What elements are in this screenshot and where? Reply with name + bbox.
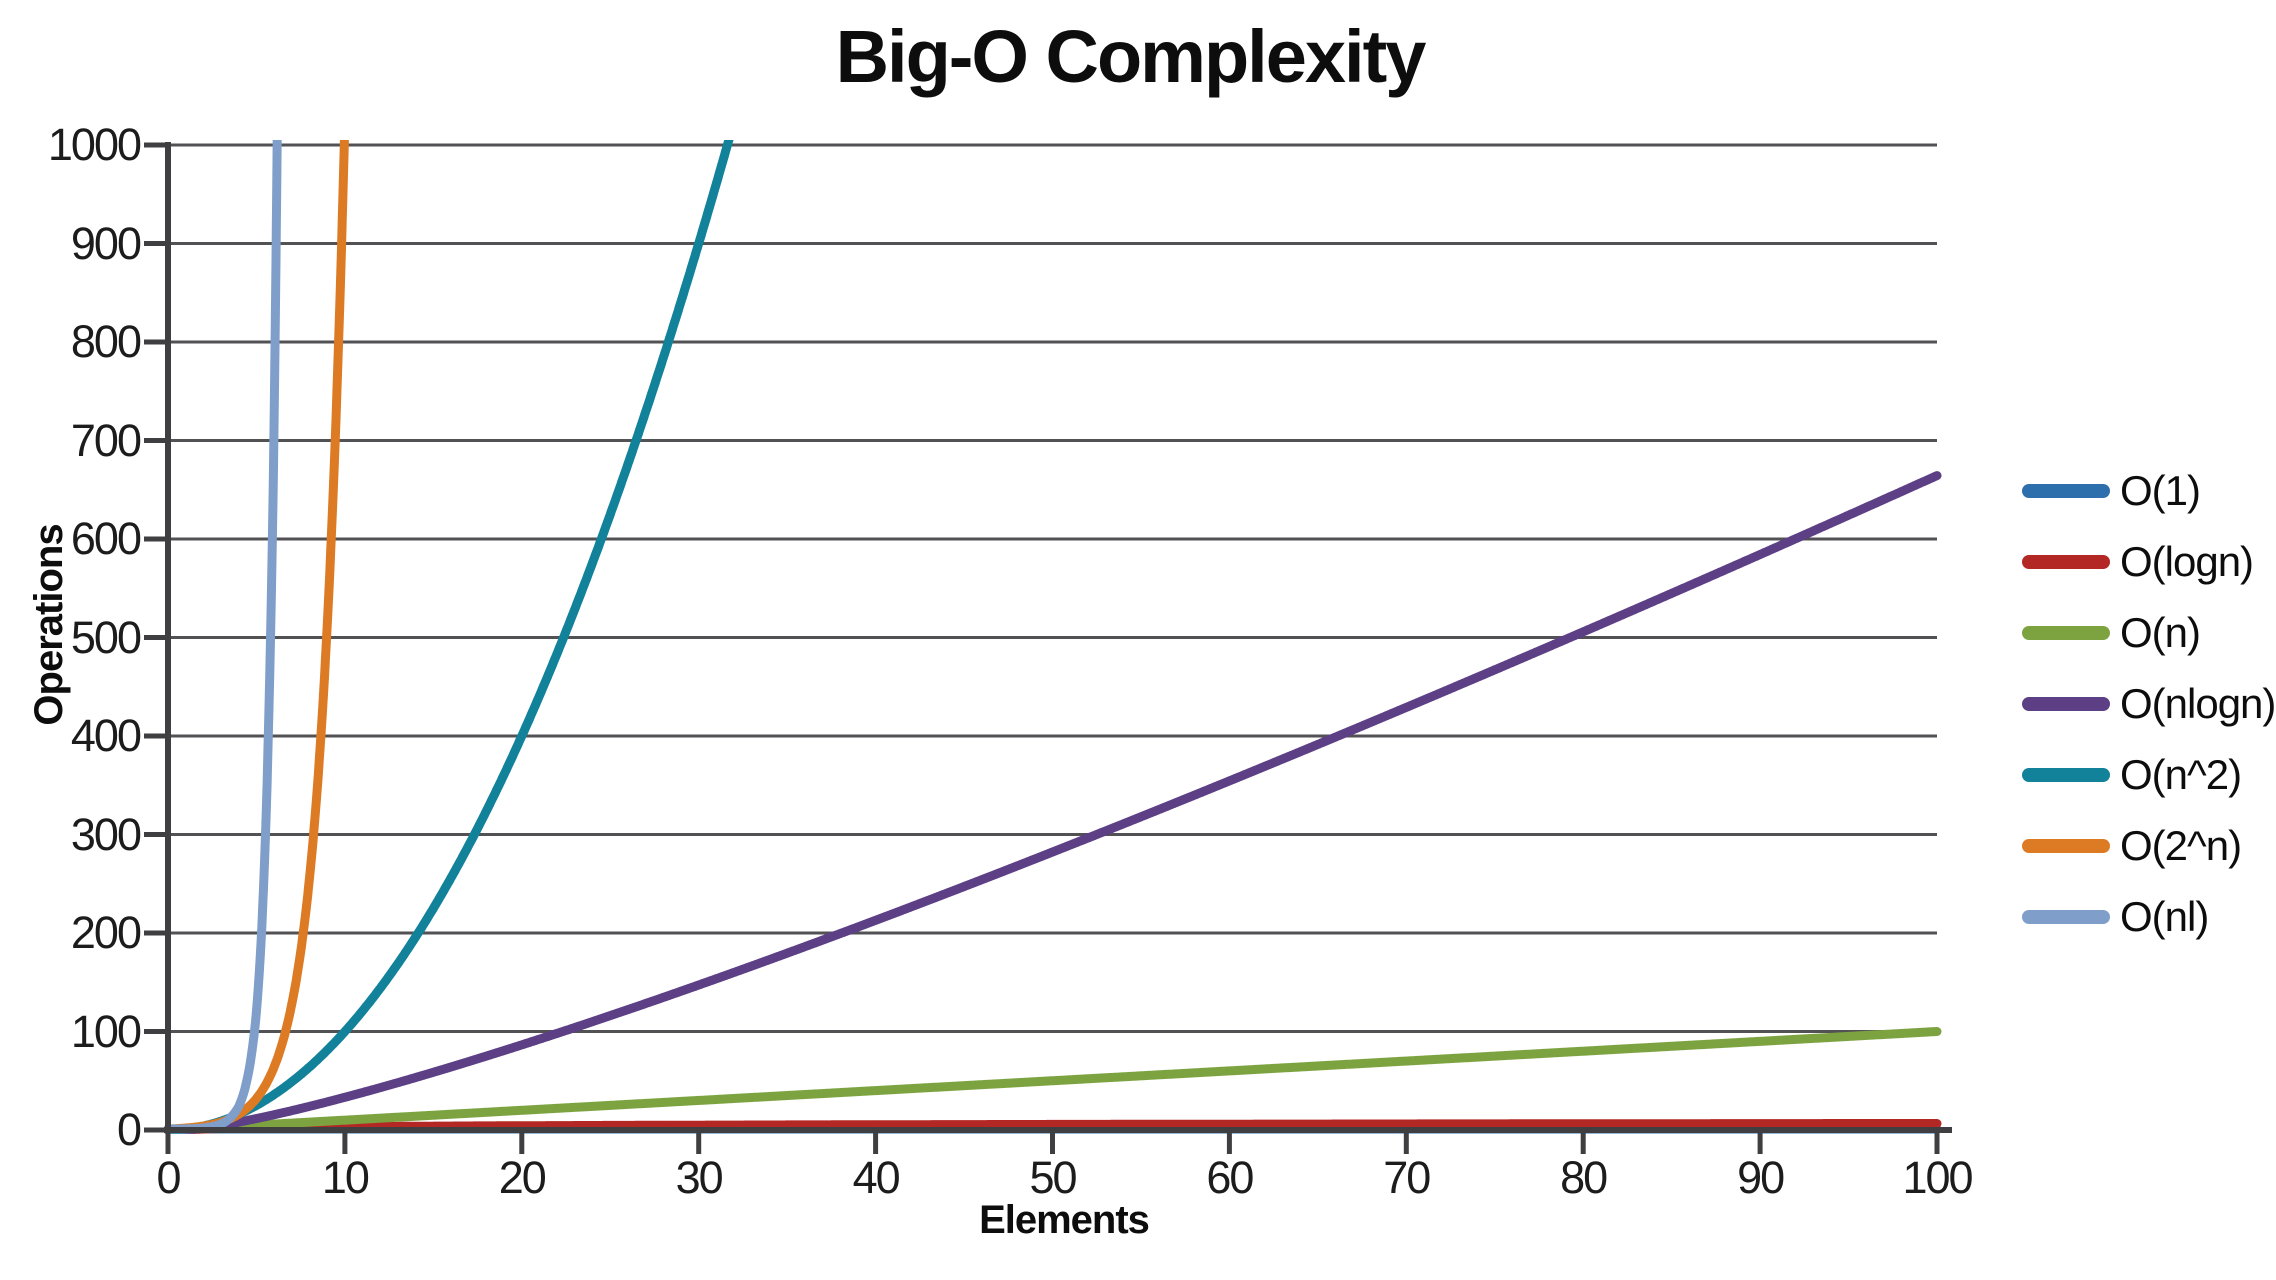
gridlines	[168, 143, 1937, 1033]
y-tick-label: 900	[70, 217, 142, 269]
legend-item: O(1)	[2022, 467, 2275, 514]
chart-title: Big-O Complexity	[835, 15, 1427, 98]
legend-swatch-icon	[2022, 626, 2110, 640]
y-tick-label: 800	[70, 316, 142, 367]
y-tick-label: 1000	[47, 119, 142, 170]
x-axis-title: Elements	[979, 1198, 1150, 1242]
legend-label: O(logn)	[2120, 538, 2254, 585]
x-tick-label: 20	[498, 1152, 547, 1203]
axes-lines	[144, 142, 1952, 1154]
y-axis-title: Operations	[27, 524, 71, 726]
curve-O(logn)	[164, 1119, 1942, 1134]
y-tick-label: 100	[70, 1005, 142, 1057]
curve-O(nlogn)	[164, 471, 1942, 1134]
x-tick-label: 60	[1206, 1152, 1254, 1203]
y-tick-label: 300	[70, 808, 142, 860]
legend-label: O(nlogn)	[2120, 680, 2276, 727]
curve-O(n^2)	[164, 140, 734, 1134]
legend-swatch-icon	[2022, 555, 2110, 569]
curve-O(n)	[164, 1027, 1942, 1134]
x-tick-label: 90	[1737, 1152, 1785, 1203]
legend-item: O(nlogn)	[2022, 680, 2276, 727]
y-tick-label: 0	[116, 1104, 142, 1155]
x-tick-label: 30	[675, 1152, 724, 1203]
legend-item: O(n)	[2022, 609, 2275, 656]
x-tick-label: 50	[1029, 1152, 1077, 1203]
legend-label: O(1)	[2120, 467, 2201, 514]
y-tick-label: 700	[70, 414, 142, 466]
legend-item: O(nl)	[2022, 893, 2275, 940]
legend-swatch-icon	[2022, 839, 2110, 853]
legend-swatch-icon	[2022, 910, 2110, 924]
y-tick-label: 600	[70, 513, 142, 564]
legend-label: O(2^n)	[2120, 822, 2242, 869]
curve-O(nl)	[164, 140, 282, 1134]
x-tick-label: 40	[852, 1152, 901, 1203]
legend-swatch-icon	[2022, 768, 2110, 782]
x-tick-label: 0	[156, 1152, 181, 1203]
x-tick-label: 80	[1560, 1152, 1608, 1203]
legend-item: O(logn)	[2022, 538, 2275, 585]
legend-label: O(nl)	[2120, 893, 2209, 940]
x-tick-label: 70	[1383, 1152, 1431, 1203]
legend-swatch-icon	[2022, 697, 2110, 711]
y-tick-label: 400	[70, 710, 142, 761]
legend-item: O(2^n)	[2022, 822, 2275, 869]
y-tick-label: 500	[70, 611, 142, 663]
legend-label: O(n^2)	[2120, 751, 2242, 798]
series-curves	[164, 140, 1942, 1134]
legend: O(1) O(logn) O(n) O(nlogn) O(n^2) O(2^n) O(nl)	[2022, 467, 2276, 940]
legend-label: O(n)	[2120, 609, 2201, 656]
x-tick-label: 100	[1902, 1152, 1973, 1203]
legend-swatch-icon	[2022, 484, 2110, 498]
y-tick-label: 200	[70, 907, 142, 958]
x-tick-label: 10	[321, 1152, 370, 1203]
legend-item: O(n^2)	[2022, 751, 2275, 798]
